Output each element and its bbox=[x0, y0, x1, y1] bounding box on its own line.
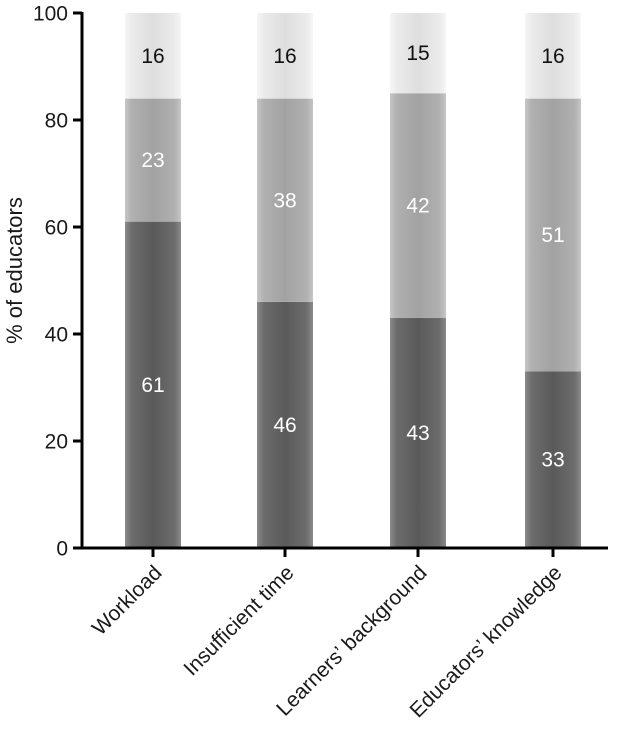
y-tick-label-40: 40 bbox=[45, 324, 68, 347]
data-label-educators-knowledge-segment-1: 33 bbox=[541, 449, 564, 472]
x-tick-label-workload: Workload bbox=[88, 561, 167, 640]
y-axis-title: % of educators bbox=[2, 197, 27, 344]
bar-learners-background-segment-3 bbox=[390, 13, 446, 94]
data-label-insufficient-time-segment-1: 46 bbox=[273, 414, 296, 437]
bar-insufficient-time-segment-2 bbox=[257, 98, 313, 302]
bar-learners-background-segment-1 bbox=[390, 317, 446, 548]
x-tick-label-insufficient-time: Insufficient time bbox=[179, 561, 298, 680]
bar-workload-segment-1 bbox=[125, 221, 181, 548]
y-tick-label-60: 60 bbox=[45, 217, 68, 240]
data-label-educators-knowledge-segment-2: 51 bbox=[541, 224, 564, 247]
y-tick-label-100: 100 bbox=[33, 3, 68, 26]
data-label-learners-background-segment-2: 42 bbox=[406, 195, 429, 218]
bar-educators-knowledge-segment-3 bbox=[525, 13, 581, 99]
bar-insufficient-time-segment-1 bbox=[257, 301, 313, 548]
x-tick-label-learners-background: Learners’ background bbox=[272, 561, 431, 720]
y-tick-label-20: 20 bbox=[45, 431, 68, 454]
data-label-insufficient-time-segment-2: 38 bbox=[273, 189, 296, 212]
y-tick-label-80: 80 bbox=[45, 110, 68, 133]
bar-insufficient-time-segment-3 bbox=[257, 13, 313, 99]
data-label-workload-segment-1: 61 bbox=[141, 374, 164, 397]
bar-workload-segment-2 bbox=[125, 98, 181, 222]
data-label-insufficient-time-segment-3: 16 bbox=[273, 45, 296, 68]
bar-workload-segment-3 bbox=[125, 13, 181, 99]
axes-group bbox=[73, 11, 608, 557]
bar-educators-knowledge-segment-1 bbox=[525, 371, 581, 548]
bar-learners-background-segment-2 bbox=[390, 93, 446, 318]
data-label-workload-segment-3: 16 bbox=[141, 45, 164, 68]
y-tick-label-0: 0 bbox=[56, 538, 68, 561]
data-label-workload-segment-2: 23 bbox=[141, 149, 164, 172]
data-label-educators-knowledge-segment-3: 16 bbox=[541, 45, 564, 68]
x-tick-label-educators-knowledge: Educators’ knowledge bbox=[406, 561, 567, 722]
data-label-learners-background-segment-1: 43 bbox=[406, 422, 429, 445]
bars-group bbox=[125, 13, 581, 548]
bar-educators-knowledge-segment-2 bbox=[525, 98, 581, 372]
data-label-learners-background-segment-3: 15 bbox=[406, 42, 429, 65]
